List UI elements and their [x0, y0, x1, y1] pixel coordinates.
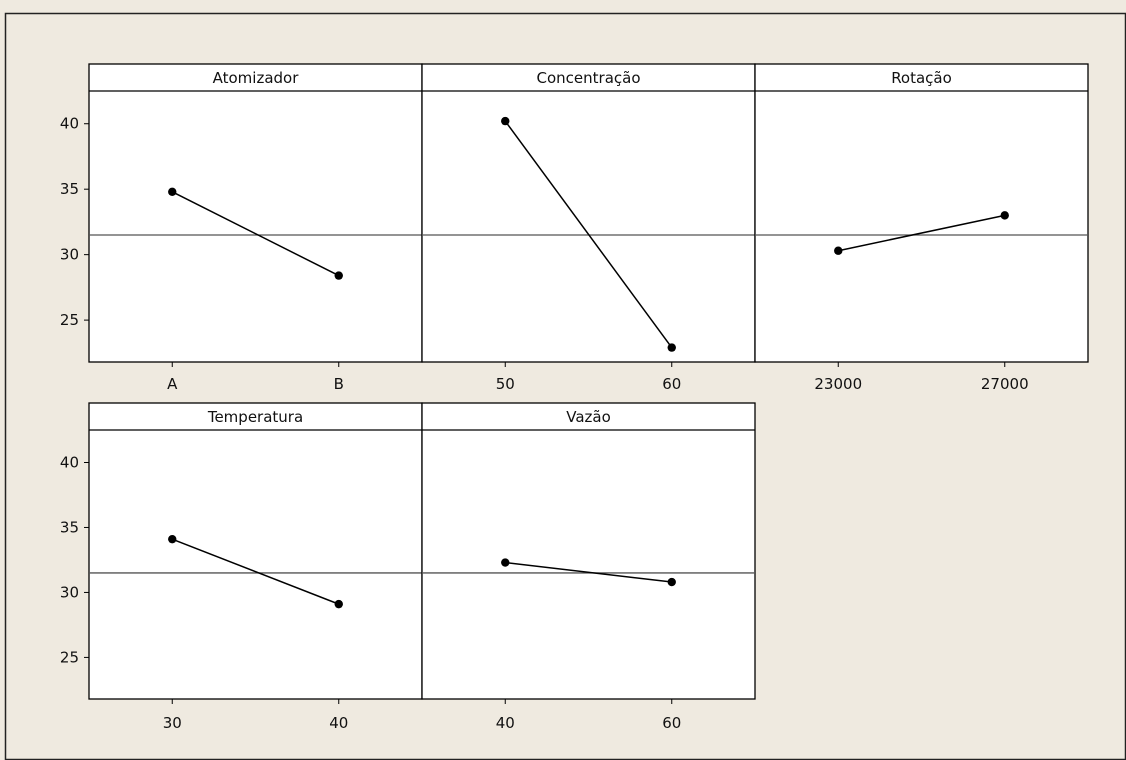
panel-title: Atomizador	[213, 69, 300, 87]
x-tick-label: 27000	[981, 375, 1029, 393]
panel-1: Atomizador A B 25 30 35 40	[60, 63, 423, 393]
data-point	[501, 558, 510, 567]
data-point	[667, 577, 676, 587]
series-line	[171, 191, 340, 277]
panel-3: Rotação 23000 27000	[754, 63, 1089, 393]
x-tick-label: 23000	[814, 375, 862, 393]
data-point	[334, 599, 343, 609]
series-line	[505, 561, 672, 583]
y-tick-label: 25	[60, 648, 79, 666]
x-tick-label: 40	[496, 714, 515, 732]
data-point	[168, 187, 177, 197]
panel-5: Vazão 40 60	[421, 402, 756, 732]
x-tick-label: 50	[496, 375, 515, 393]
x-tick-label: 40	[329, 714, 348, 732]
y-tick-label: 35	[60, 518, 79, 536]
x-tick-label: B	[334, 375, 344, 393]
panel-4: Temperatura 30 40 25 30 35 40	[60, 402, 423, 732]
panel-title: Temperatura	[207, 408, 303, 426]
y-tick-label: 25	[60, 311, 79, 329]
panel-frame	[754, 63, 1089, 363]
panels-layer: Atomizador A B 25 30 35 40 Concentração 50 60 Rota…	[60, 63, 1089, 732]
y-tick-label: 35	[60, 180, 79, 198]
series-line	[838, 214, 1005, 252]
y-tick-label: 40	[60, 115, 79, 133]
data-point	[168, 534, 177, 544]
panel-2: Concentração 50 60	[421, 63, 756, 393]
panel-frame	[88, 63, 423, 363]
data-point	[334, 271, 343, 280]
panel-title: Concentração	[537, 69, 641, 87]
data-point	[667, 343, 676, 352]
data-point	[501, 116, 510, 126]
y-tick-label: 40	[60, 453, 79, 471]
panel-frame	[421, 63, 756, 363]
x-tick-label: 60	[662, 714, 681, 732]
x-tick-label: 30	[163, 714, 182, 732]
series-line	[171, 538, 340, 605]
x-tick-label: A	[167, 375, 178, 393]
y-tick-label: 30	[60, 583, 79, 601]
data-point	[1000, 211, 1009, 220]
data-point	[834, 246, 843, 255]
panel-title: Rotação	[891, 69, 952, 87]
y-tick-label: 30	[60, 246, 79, 264]
panel-frame	[88, 402, 423, 700]
panel-title: Vazão	[566, 408, 611, 426]
panel-frame	[421, 402, 756, 700]
series-line	[504, 120, 673, 349]
x-tick-label: 60	[662, 375, 681, 393]
